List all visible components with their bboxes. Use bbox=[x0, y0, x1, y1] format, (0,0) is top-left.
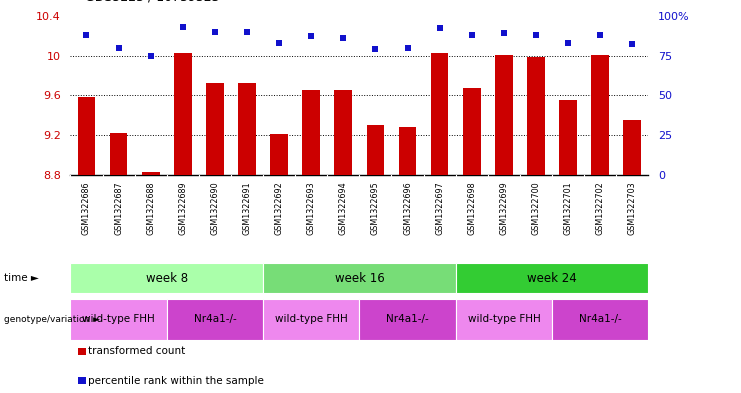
Text: GSM1322689: GSM1322689 bbox=[179, 182, 187, 235]
Text: GSM1322698: GSM1322698 bbox=[468, 182, 476, 235]
Text: time ►: time ► bbox=[4, 273, 39, 283]
Text: genotype/variation ►: genotype/variation ► bbox=[4, 315, 100, 324]
Point bbox=[305, 33, 317, 40]
Point bbox=[626, 41, 638, 48]
Text: GSM1322687: GSM1322687 bbox=[114, 182, 123, 235]
Text: GSM1322696: GSM1322696 bbox=[403, 182, 412, 235]
Bar bbox=[302, 90, 320, 175]
Text: percentile rank within the sample: percentile rank within the sample bbox=[88, 376, 265, 386]
Point bbox=[241, 28, 253, 35]
Text: transformed count: transformed count bbox=[88, 346, 186, 356]
Text: wild-type FHH: wild-type FHH bbox=[82, 314, 155, 324]
Bar bbox=[367, 125, 385, 175]
Point bbox=[466, 32, 478, 38]
Bar bbox=[70, 263, 263, 293]
Text: GSM1322695: GSM1322695 bbox=[371, 182, 380, 235]
Text: wild-type FHH: wild-type FHH bbox=[275, 314, 348, 324]
Text: GSM1322700: GSM1322700 bbox=[531, 182, 540, 235]
Bar bbox=[623, 120, 641, 175]
Text: Nr4a1-/-: Nr4a1-/- bbox=[386, 314, 429, 324]
Text: GSM1322686: GSM1322686 bbox=[82, 182, 91, 235]
Text: GSM1322693: GSM1322693 bbox=[307, 182, 316, 235]
Bar bbox=[70, 299, 167, 340]
Point bbox=[402, 44, 413, 51]
Bar bbox=[142, 172, 159, 175]
Text: GDS5223 / 10739323: GDS5223 / 10739323 bbox=[85, 0, 220, 4]
Bar bbox=[167, 299, 263, 340]
Point bbox=[273, 40, 285, 46]
Point bbox=[562, 40, 574, 46]
Point bbox=[177, 24, 189, 30]
Text: GSM1322699: GSM1322699 bbox=[499, 182, 508, 235]
Bar bbox=[110, 133, 127, 175]
Bar bbox=[238, 83, 256, 175]
Bar bbox=[463, 88, 481, 175]
Text: Nr4a1-/-: Nr4a1-/- bbox=[579, 314, 622, 324]
Point bbox=[144, 52, 156, 59]
Text: wild-type FHH: wild-type FHH bbox=[468, 314, 540, 324]
Point bbox=[594, 32, 606, 38]
Bar bbox=[559, 100, 577, 175]
Text: week 16: week 16 bbox=[334, 272, 385, 285]
Point bbox=[209, 28, 221, 35]
Bar bbox=[399, 127, 416, 175]
Point bbox=[113, 44, 124, 51]
Bar bbox=[263, 263, 456, 293]
Bar bbox=[456, 263, 648, 293]
Text: GSM1322692: GSM1322692 bbox=[275, 182, 284, 235]
Bar bbox=[552, 299, 648, 340]
Point bbox=[498, 30, 510, 37]
Bar bbox=[270, 134, 288, 175]
Bar bbox=[78, 97, 96, 175]
Bar bbox=[334, 90, 352, 175]
Text: GSM1322690: GSM1322690 bbox=[210, 182, 219, 235]
Text: week 24: week 24 bbox=[527, 272, 577, 285]
Text: GSM1322694: GSM1322694 bbox=[339, 182, 348, 235]
Bar bbox=[591, 55, 609, 175]
Text: week 8: week 8 bbox=[146, 272, 187, 285]
Bar bbox=[359, 299, 456, 340]
Point bbox=[81, 32, 93, 38]
Point bbox=[337, 35, 349, 41]
Text: GSM1322701: GSM1322701 bbox=[564, 182, 573, 235]
Bar bbox=[456, 299, 552, 340]
Text: GSM1322688: GSM1322688 bbox=[146, 182, 155, 235]
Bar bbox=[263, 299, 359, 340]
Point bbox=[530, 32, 542, 38]
Bar bbox=[495, 55, 513, 175]
Bar bbox=[527, 57, 545, 175]
Text: GSM1322691: GSM1322691 bbox=[242, 182, 251, 235]
Bar bbox=[174, 53, 192, 175]
Text: GSM1322703: GSM1322703 bbox=[628, 182, 637, 235]
Point bbox=[370, 46, 382, 52]
Text: GSM1322697: GSM1322697 bbox=[435, 182, 444, 235]
Bar bbox=[206, 83, 224, 175]
Point bbox=[433, 25, 445, 31]
Text: GSM1322702: GSM1322702 bbox=[596, 182, 605, 235]
Bar bbox=[431, 53, 448, 175]
Text: Nr4a1-/-: Nr4a1-/- bbox=[193, 314, 236, 324]
